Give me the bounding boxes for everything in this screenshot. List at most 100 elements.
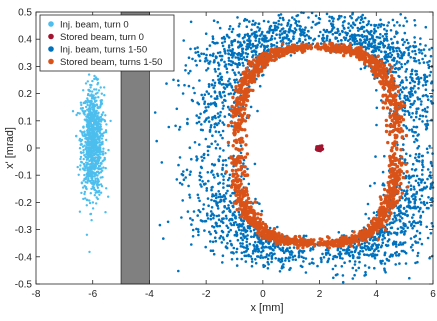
data-point [246,196,251,201]
data-point [366,202,370,206]
data-point [221,261,224,264]
data-point [198,178,202,182]
data-point [424,83,428,86]
data-point [367,242,371,245]
data-point [404,70,408,73]
data-point [253,245,256,248]
data-point [78,210,82,213]
data-point [240,172,244,176]
data-point [84,185,88,189]
data-point [399,155,404,159]
data-point [242,219,246,223]
data-point [380,217,385,221]
data-point [353,250,357,254]
data-point [372,31,376,35]
data-point [267,48,270,52]
data-point [238,200,242,205]
data-point [240,251,244,255]
data-point [277,14,281,17]
data-point [381,259,384,263]
data-point [418,198,422,201]
data-point [228,173,232,177]
data-point [311,248,315,251]
data-point [375,106,379,110]
data-point [395,60,399,63]
data-point [407,41,410,45]
data-point [413,99,416,103]
data-point [219,195,223,199]
data-point [212,19,216,23]
data-point [198,199,201,203]
data-point [254,46,258,50]
data-point [282,251,286,254]
data-point [287,37,291,41]
data-point [235,97,239,101]
data-point [300,50,305,54]
data-point [400,65,404,69]
data-point [247,226,250,230]
data-point [84,137,87,140]
data-point [236,168,241,172]
data-point [393,152,397,156]
data-point [262,19,266,23]
data-point [410,128,414,131]
data-point [236,88,240,92]
data-point [341,257,344,260]
data-point [221,41,224,45]
data-point [104,129,108,132]
data-point [351,26,354,29]
data-point [102,111,105,114]
data-point [349,24,353,28]
data-point [378,233,382,237]
data-point [299,29,303,33]
data-point [383,154,386,158]
data-point [406,214,410,217]
data-point [99,161,103,165]
data-point [393,35,396,39]
data-point [339,243,343,248]
data-point [390,37,393,41]
data-point [180,216,183,219]
data-point [395,21,399,24]
data-point [348,35,352,38]
data-point [95,180,99,183]
data-point [80,138,84,142]
data-point [218,236,221,240]
data-point [81,186,85,189]
data-point [242,56,246,59]
data-point [384,75,389,80]
data-point [322,255,326,259]
data-point [383,228,388,232]
data-point [86,198,89,202]
data-point [413,205,417,208]
data-point [359,43,363,47]
data-point [414,168,418,171]
data-point [284,259,287,262]
data-point [93,109,96,113]
data-point [96,149,99,152]
data-point [207,85,211,88]
data-point [82,125,85,128]
data-point [421,173,424,176]
data-point [86,132,90,136]
data-point [353,260,357,263]
data-point [244,260,248,263]
data-point [423,203,427,207]
data-point [197,196,200,200]
data-point [233,106,237,110]
data-point [92,120,96,124]
data-point [424,54,427,57]
data-point [417,48,421,51]
data-point [246,32,249,36]
data-point [248,205,253,209]
data-point [372,211,376,214]
data-point [235,223,239,226]
data-point [251,223,256,228]
data-point [378,232,382,235]
data-point [302,234,306,238]
data-point [240,188,244,192]
data-point [387,45,390,49]
data-point [213,91,217,94]
data-point [166,220,170,224]
data-point [426,122,429,125]
